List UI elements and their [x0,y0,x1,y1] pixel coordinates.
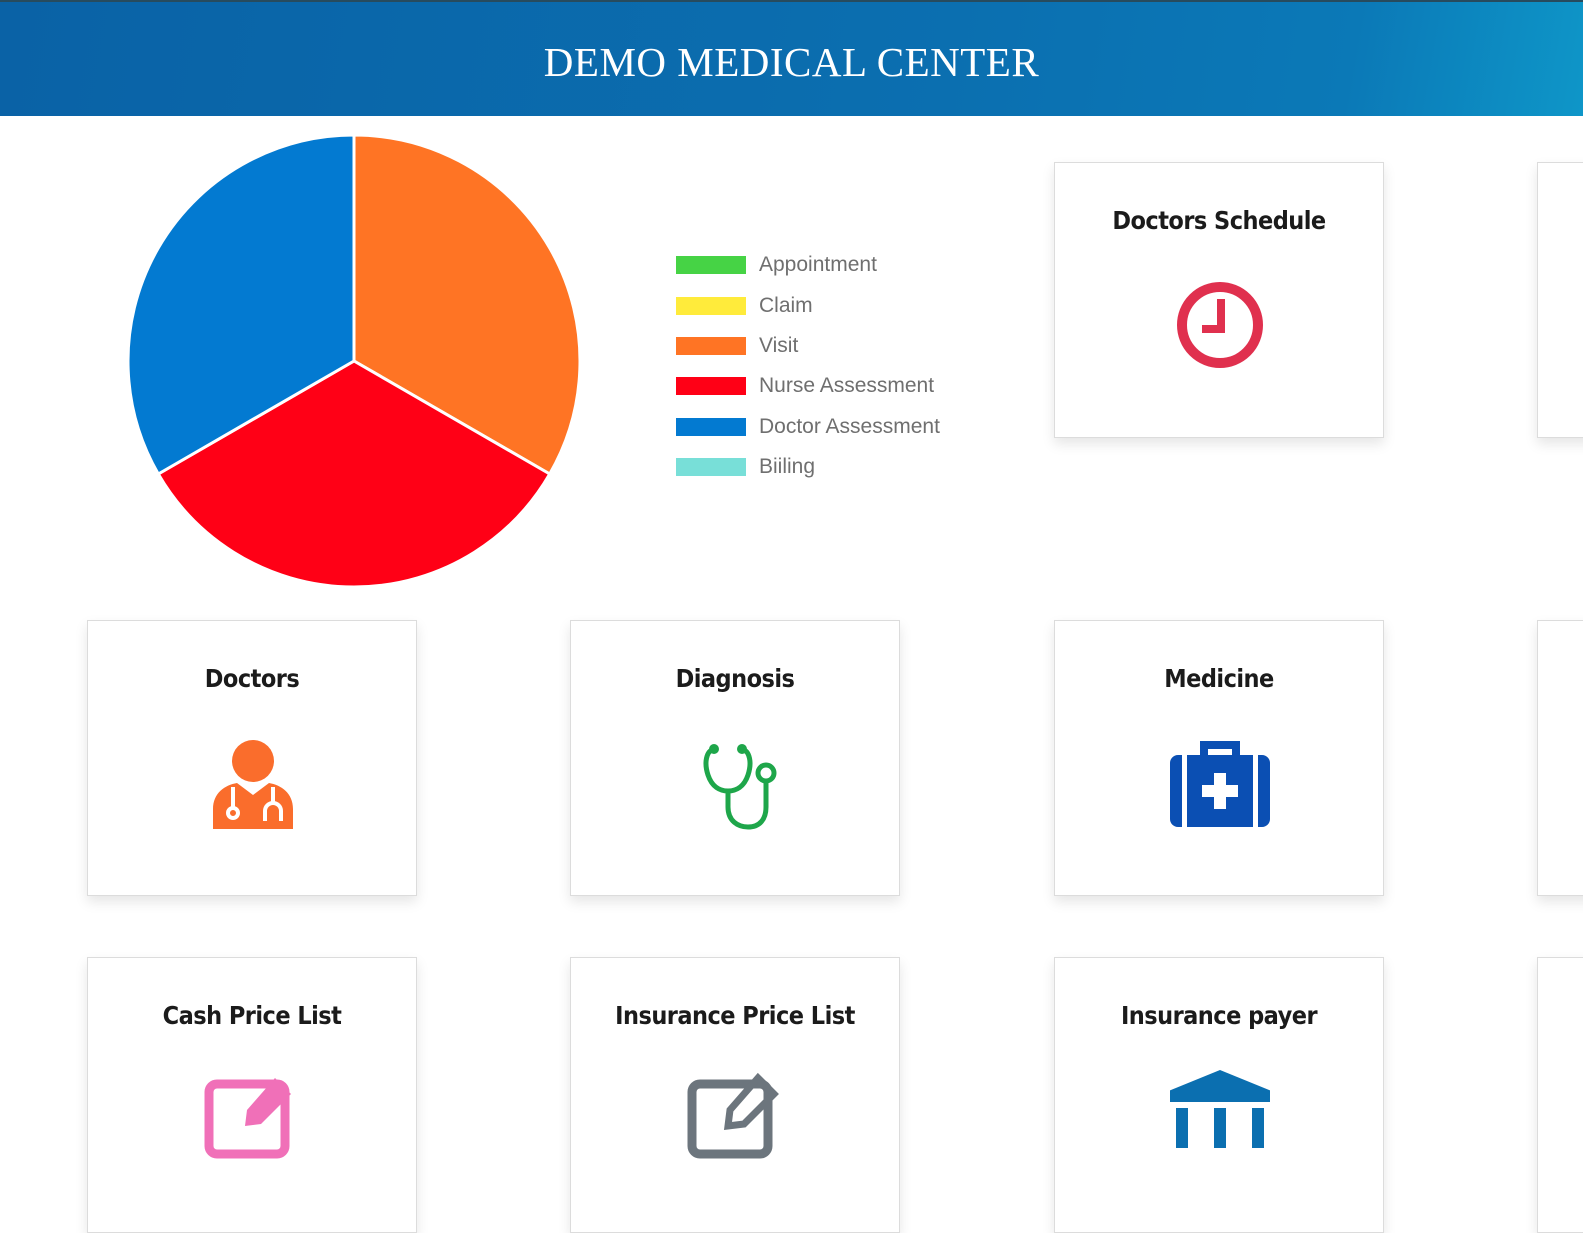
legend-label: Claim [759,293,813,317]
card-title: Medicine [1164,664,1274,693]
medical-kit-icon [1170,741,1270,827]
legend-label: Biiling [759,455,816,479]
legend-swatch [676,296,746,315]
legend-swatch [676,417,746,436]
legend-swatch [676,377,746,396]
page-header: DEMO MEDICAL CENTER [0,0,1583,116]
pie-slice-doctor-assessment[interactable] [126,133,356,477]
legend-swatch [676,336,746,355]
insurance-price-list-card[interactable]: Insurance Price List [570,957,900,1233]
legend-item-biiling[interactable]: Biiling [676,447,940,487]
cash-price-list-card[interactable]: Cash Price List [87,957,417,1233]
institution-icon [1170,1070,1270,1148]
clock-icon [1177,282,1263,368]
edit-icon [687,1072,779,1159]
legend-label: Visit [759,333,799,357]
card-title: Doctors [204,664,300,693]
stethoscope-icon [703,744,777,830]
card-title: Diagnosis [675,664,795,693]
legend-label: Nurse Assessment [759,374,935,398]
card-partial-right-2[interactable] [1537,620,1583,896]
chart-legend: Appointment Claim Visit Nurse Assessment Doc… [676,245,940,487]
edit-icon [204,1078,291,1159]
pie-slice-visit[interactable] [352,133,582,477]
legend-item-visit[interactable]: Visit [676,326,940,366]
diagnosis-card[interactable]: Diagnosis [570,620,900,896]
card-title: Insurance Price List [615,1001,855,1030]
legend-label: Doctor Assessment [759,414,940,438]
card-partial-right-3[interactable] [1537,957,1583,1233]
legend-item-nurse-assessment[interactable]: Nurse Assessment [676,366,940,406]
legend-item-claim[interactable]: Claim [676,285,940,325]
medicine-card[interactable]: Medicine [1054,620,1384,896]
legend-label: Appointment [759,253,877,277]
doctor-icon [213,740,293,829]
pie-chart [126,133,582,589]
legend-item-appointment[interactable]: Appointment [676,245,940,285]
legend-swatch [676,256,746,275]
doctors-card[interactable]: Doctors [87,620,417,896]
card-title: Doctors Schedule [1112,206,1326,235]
card-title: Cash Price List [162,1001,342,1030]
page-title: DEMO MEDICAL CENTER [543,39,1040,85]
insurance-payer-card[interactable]: Insurance payer [1054,957,1384,1233]
doctors-schedule-card[interactable]: Doctors Schedule [1054,162,1384,438]
card-title: Insurance payer [1120,1001,1318,1030]
card-partial-right-1[interactable] [1537,162,1583,438]
legend-item-doctor-assessment[interactable]: Doctor Assessment [676,407,940,447]
legend-swatch [676,458,746,477]
